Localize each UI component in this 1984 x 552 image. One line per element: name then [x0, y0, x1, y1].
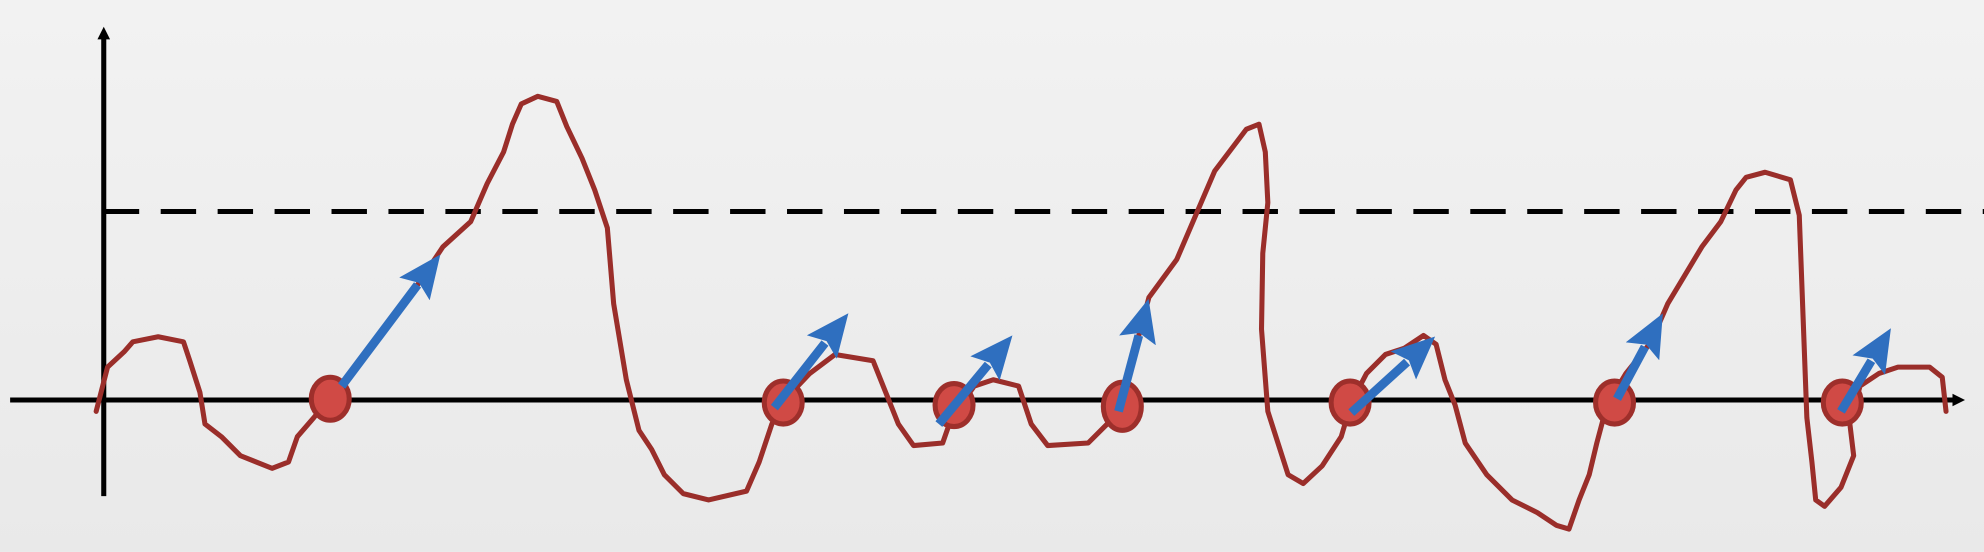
direction-arrow — [1348, 336, 1436, 416]
direction-arrow — [1837, 328, 1891, 414]
direction-arrow — [935, 335, 1013, 427]
direction-arrow — [1613, 313, 1663, 401]
crossing-point — [308, 374, 352, 423]
direction-arrow — [1114, 298, 1156, 413]
direction-arrows — [338, 254, 1891, 427]
direction-arrow — [338, 254, 441, 389]
direction-arrow — [770, 313, 849, 411]
